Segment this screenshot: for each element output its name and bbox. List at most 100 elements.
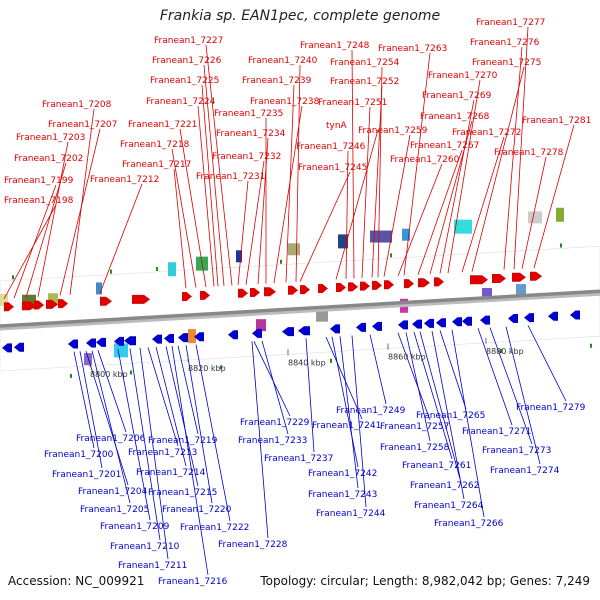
gene-domain-block	[96, 282, 102, 295]
forward-gene-arrow	[238, 288, 248, 298]
gene-domain-block	[556, 207, 564, 222]
gene-domain-block	[114, 343, 128, 358]
forward-gene-label: Franean1_7217	[122, 160, 191, 170]
forward-gene-arrow	[100, 296, 112, 306]
reverse-gene-connector	[251, 341, 269, 539]
feature-mark	[70, 373, 72, 378]
forward-gene-label: Franean1_7202	[14, 154, 83, 164]
forward-gene-connector	[371, 85, 383, 278]
reverse-gene-label: Franean1_7206	[76, 434, 146, 444]
gene-domain-block	[528, 211, 542, 224]
gene-domain-block	[0, 294, 8, 306]
forward-gene-connector	[361, 106, 371, 279]
forward-gene-arrow	[418, 278, 430, 288]
reverse-gene-label: Franean1_7222	[180, 523, 249, 533]
reverse-gene-arrow	[114, 336, 124, 346]
reverse-gene-arrow	[570, 310, 580, 320]
forward-gene-label: Franean1_7251	[318, 98, 387, 108]
forward-gene-label: Franean1_7263	[378, 44, 447, 54]
reverse-gene-arrow	[452, 317, 462, 327]
reverse-gene-arrow	[548, 311, 558, 321]
reverse-gene-label: Franean1_7261	[402, 461, 471, 471]
gene-domain-block	[516, 284, 526, 297]
scale-tick-label: 8880 kbp	[486, 347, 524, 356]
reverse-gene-connector	[91, 350, 131, 504]
reverse-gene-label: Franean1_7209	[100, 522, 170, 532]
accession-text: Accession: NC_009921	[8, 574, 145, 588]
forward-gene-connector	[59, 128, 101, 296]
reverse-gene-label: Franean1_7229	[240, 418, 310, 428]
feature-mark	[590, 343, 592, 348]
forward-gene-arrow	[384, 280, 394, 290]
reverse-gene-label: Franean1_7265	[416, 411, 485, 421]
backbone-line	[0, 289, 600, 328]
forward-gene-label: Franean1_7232	[212, 152, 281, 162]
forward-gene-label: Franean1_7246	[296, 142, 366, 152]
forward-gene-arrow	[58, 299, 68, 309]
forward-gene-connector	[37, 141, 69, 297]
feature-mark	[130, 370, 132, 375]
forward-gene-arrow	[530, 271, 542, 281]
reverse-gene-label: Franean1_7274	[490, 466, 560, 476]
forward-gene-label: Franean1_7275	[472, 58, 541, 68]
reverse-gene-connector	[85, 350, 129, 486]
reverse-gene-connector	[331, 336, 359, 468]
forward-gene-arrow	[360, 281, 370, 291]
forward-gene-label: Franean1_7269	[422, 91, 492, 101]
forward-gene-connector	[377, 66, 383, 278]
forward-gene-arrow	[404, 279, 414, 289]
reverse-gene-arrows	[2, 310, 580, 353]
forward-gene-label: Franean1_7238	[250, 97, 320, 107]
reverse-gene-arrow	[298, 326, 310, 336]
reverse-gene-label: Franean1_7264	[414, 501, 484, 511]
reverse-gene-connector	[489, 327, 533, 445]
forward-gene-connector	[3, 204, 57, 299]
reverse-gene-connector	[505, 326, 541, 465]
reverse-gene-connector	[261, 340, 289, 435]
reverse-gene-arrow	[2, 343, 12, 353]
forward-gene-connector	[471, 66, 525, 272]
gene-domain-block	[256, 319, 266, 332]
forward-gene-label: Franean1_7199	[4, 176, 74, 186]
forward-gene-arrow	[132, 294, 150, 304]
reverse-gene-connector	[79, 351, 103, 469]
forward-gene-connector	[335, 129, 379, 280]
gene-domain-block	[370, 230, 392, 243]
reverse-gene-connector	[253, 341, 291, 417]
forward-gene-arrow	[250, 288, 260, 297]
genome-backbone	[0, 289, 600, 331]
forward-gene-label: Franean1_7254	[330, 58, 400, 68]
gene-domain-block	[402, 228, 410, 241]
reverse-gene-connector	[139, 347, 169, 560]
forward-gene-arrows	[4, 271, 542, 312]
reverse-gene-connector	[431, 330, 465, 500]
forward-gene-label: Franean1_7278	[494, 148, 564, 158]
forward-gene-arrow	[434, 277, 444, 287]
forward-gene-label: Franean1_7203	[16, 133, 85, 143]
forward-gene-arrow	[34, 300, 44, 310]
gene-domain-block	[316, 309, 328, 322]
forward-gene-arrow	[300, 285, 310, 295]
reverse-gene-connector	[339, 336, 359, 489]
scale-tick-label: 8860 kbp	[388, 352, 426, 361]
reverse-gene-arrow	[462, 316, 472, 326]
reverse-gene-arrow	[68, 339, 78, 349]
forward-gene-connector	[245, 160, 265, 285]
reverse-gene-connector	[305, 338, 315, 453]
gene-domain-block	[338, 234, 348, 249]
forward-gene-connector	[299, 171, 351, 282]
forward-gene-label: Franean1_7277	[476, 18, 545, 28]
reverse-gene-label: Franean1_7257	[380, 422, 449, 432]
forward-gene-label: Franean1_7207	[48, 120, 117, 130]
forward-gene-connector	[417, 149, 463, 275]
reverse-gene-arrow	[14, 342, 24, 352]
reverse-gene-label: Franean1_7211	[118, 561, 187, 571]
feature-mark	[390, 253, 392, 258]
reverse-gene-label: Franean1_7271	[462, 427, 531, 437]
forward-gene-connector	[273, 105, 303, 284]
forward-gene-label: Franean1_7260	[390, 155, 460, 165]
forward-gene-connector	[69, 108, 95, 295]
reverse-gene-connector	[177, 345, 199, 435]
scale-tick-label: 8800 kbp	[90, 370, 128, 379]
